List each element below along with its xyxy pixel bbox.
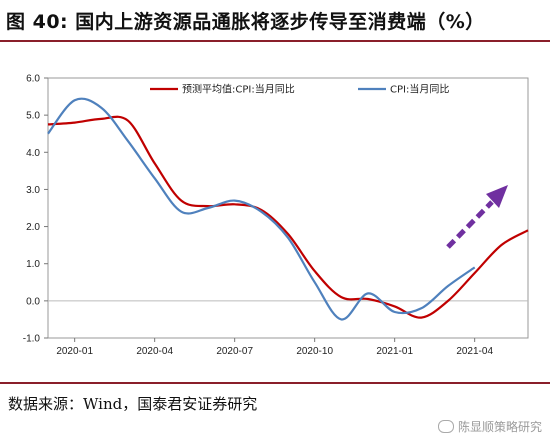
chart-title: 图 40: 国内上游资源品通胀将逐步传导至消费端（%）	[6, 11, 485, 33]
wechat-icon	[437, 420, 454, 433]
chart-area: 6.0 5.0 4.0 3.0 2.0 1.0 0.0 -1.0 2020-01 2020-04 2…	[23, 74, 529, 357]
y-tick-label: 1.0	[26, 259, 40, 270]
series-line-forecast-cpi	[47, 115, 529, 319]
legend-label: 预测平均值:CPI:当月同比	[182, 83, 295, 96]
y-tick-label: 0.0	[26, 296, 40, 307]
x-tick-label: 2020-01	[56, 346, 93, 357]
x-tick-label: 2020-04	[136, 346, 173, 357]
title-bar: 图 40: 国内上游资源品通胀将逐步传导至消费端（%）	[0, 0, 550, 42]
y-tick-label: -1.0	[23, 334, 41, 345]
x-tick-label: 2021-01	[376, 346, 413, 357]
trend-arrow-shaft	[446, 200, 494, 249]
watermark: 陈显顺策略研究	[437, 418, 542, 435]
y-tick-label: 2.0	[26, 222, 40, 233]
source-note: 数据来源：Wind，国泰君安证券研究	[8, 395, 258, 413]
legend-label: CPI:当月同比	[390, 83, 449, 96]
x-tick-label: 2021-04	[456, 346, 493, 357]
plot-frame	[47, 77, 529, 339]
x-tick-label: 2020-10	[296, 346, 333, 357]
divider	[0, 382, 550, 384]
watermark-text: 陈显顺策略研究	[457, 420, 542, 434]
y-tick-label: 5.0	[26, 111, 40, 122]
trend-arrow-head	[486, 185, 508, 208]
x-tick-label: 2020-07	[216, 346, 253, 357]
series-line-cpi	[47, 97, 476, 321]
y-tick-label: 6.0	[26, 74, 40, 85]
y-tick-label: 4.0	[26, 148, 40, 159]
y-tick-label: 3.0	[26, 185, 40, 196]
